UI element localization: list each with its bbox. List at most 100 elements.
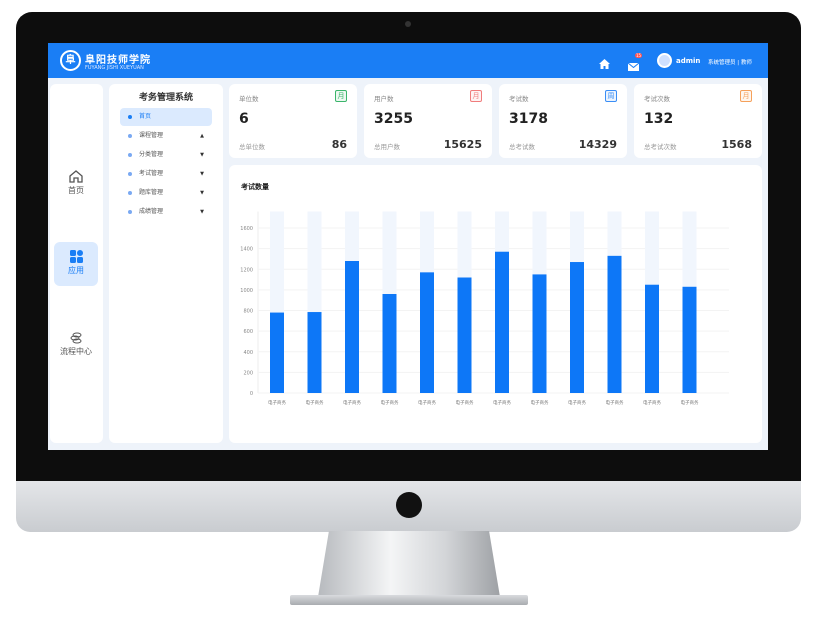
menu-item[interactable]: 分类管理 ▼ <box>120 146 212 164</box>
school-name: 阜阳技师学院 <box>85 55 151 66</box>
bullet-icon <box>128 210 132 214</box>
bar <box>270 312 284 393</box>
bar <box>345 261 359 393</box>
menu-item-label: 分类管理 <box>139 151 164 158</box>
stat-sub-label: 总考试数 <box>509 143 535 151</box>
menu-title: 考务管理系统 <box>138 93 193 103</box>
y-tick-label: 1600 <box>240 226 253 232</box>
rail-item-flow[interactable]: 流程中心 <box>54 324 98 368</box>
x-tick-label: 电子商务 <box>456 399 474 406</box>
x-tick-label: 电子商务 <box>568 399 586 406</box>
stat-total: 14329 <box>578 138 617 151</box>
rail-item-apps[interactable]: 应用 <box>54 242 98 286</box>
left-rail: 首页 应用 流程中心 <box>50 84 103 443</box>
monitor-logo-icon <box>396 492 422 518</box>
bar <box>532 274 547 393</box>
user-role: 系统管理员 | 教师 <box>708 60 752 66</box>
y-tick-label: 400 <box>243 350 253 356</box>
bar <box>570 262 584 393</box>
home-icon <box>69 170 83 183</box>
period-badge[interactable]: 月 <box>740 90 752 102</box>
stat-label: 用户数 <box>374 95 394 103</box>
bar <box>457 277 472 393</box>
menu-item[interactable]: 课程管理 ▲ <box>120 127 212 145</box>
stat-sub-label: 总考试次数 <box>644 143 677 151</box>
period-badge[interactable]: 月 <box>335 90 347 102</box>
period-badge[interactable]: 周 <box>605 90 617 102</box>
home-icon[interactable] <box>599 54 610 73</box>
stat-value: 3178 <box>509 111 548 127</box>
chart-title: 考试数量 <box>241 183 269 191</box>
bullet-icon <box>128 172 132 176</box>
rail-label: 应用 <box>68 266 84 275</box>
menu-item-label: 题库管理 <box>139 189 164 196</box>
x-tick-label: 电子商务 <box>681 399 699 406</box>
stat-value: 132 <box>644 111 674 127</box>
mail-count-badge: 15 <box>635 53 643 58</box>
period-badge[interactable]: 月 <box>470 90 482 102</box>
stat-card: 考试次数 月 132 总考试次数 1568 <box>634 84 762 158</box>
chevron-icon: ▲ <box>200 133 204 139</box>
chevron-icon: ▼ <box>200 190 204 196</box>
screen: 阜 阜阳技师学院 FUYANG JISHI XUEYUAN 15 admin 系… <box>48 43 768 450</box>
monitor-stand <box>318 531 500 597</box>
bar <box>420 272 434 393</box>
y-tick-label: 200 <box>243 370 253 376</box>
chevron-icon: ▼ <box>200 171 204 177</box>
x-tick-label: 电子商务 <box>268 399 286 406</box>
menu-item[interactable]: 题库管理 ▼ <box>120 184 212 202</box>
monitor-stand-foot <box>290 595 528 605</box>
menu-item-label: 课程管理 <box>139 132 164 139</box>
stat-label: 单位数 <box>239 95 259 103</box>
bar <box>495 251 509 393</box>
apps-icon <box>69 250 83 263</box>
x-tick-label: 电子商务 <box>343 399 361 406</box>
rail-label: 首页 <box>68 186 84 195</box>
menu-item[interactable]: 成绩管理 ▼ <box>120 203 212 221</box>
stat-label: 考试数 <box>509 95 529 103</box>
avatar[interactable] <box>657 53 672 68</box>
menu-item-label: 考试管理 <box>139 170 164 177</box>
stat-total: 1568 <box>721 138 752 151</box>
menu-item[interactable]: 首页 <box>120 108 212 126</box>
bullet-icon <box>128 153 132 157</box>
rail-label: 流程中心 <box>60 347 92 356</box>
stat-card: 用户数 月 3255 总用户数 15625 <box>364 84 492 158</box>
stat-card: 单位数 月 6 总单位数 86 <box>229 84 357 158</box>
x-tick-label: 电子商务 <box>531 399 549 406</box>
bullet-icon <box>128 134 132 138</box>
x-tick-label: 电子商务 <box>606 399 624 406</box>
stat-label: 考试次数 <box>644 95 670 103</box>
bar <box>607 255 622 393</box>
stat-total: 86 <box>331 138 347 151</box>
y-tick-label: 1000 <box>240 288 253 294</box>
x-tick-label: 电子商务 <box>418 399 436 406</box>
mail-icon[interactable] <box>627 56 640 75</box>
menu-item-label: 首页 <box>139 113 152 120</box>
rail-item-home[interactable]: 首页 <box>54 162 98 206</box>
bar-chart: 0 200 400 600 800 1000 1200 1400 1600 电子商务 电子商务 电子商… <box>240 211 729 406</box>
bullet-icon <box>128 191 132 195</box>
school-name-en: FUYANG JISHI XUEYUAN <box>85 65 144 71</box>
stat-value: 3255 <box>374 111 413 127</box>
bar <box>682 286 697 393</box>
x-tick-label: 电子商务 <box>493 399 511 406</box>
menu-item-label: 成绩管理 <box>139 208 164 215</box>
school-logo-icon: 阜 <box>60 50 81 71</box>
y-tick-label: 800 <box>243 309 253 315</box>
y-tick-label: 1400 <box>240 247 253 253</box>
x-tick-label: 电子商务 <box>381 399 399 406</box>
flow-icon <box>70 332 82 344</box>
stat-total: 15625 <box>443 138 482 151</box>
stat-sub-label: 总单位数 <box>239 143 265 151</box>
camera-dot <box>405 21 411 27</box>
top-header: 阜 阜阳技师学院 FUYANG JISHI XUEYUAN 15 admin 系… <box>48 43 768 78</box>
chevron-icon: ▼ <box>200 152 204 158</box>
stat-card: 考试数 周 3178 总考试数 14329 <box>499 84 627 158</box>
username[interactable]: admin <box>676 57 701 65</box>
menu-item[interactable]: 考试管理 ▼ <box>120 165 212 183</box>
bar <box>307 312 322 393</box>
bar <box>645 284 659 393</box>
chevron-icon: ▼ <box>200 209 204 215</box>
bar <box>382 294 397 393</box>
